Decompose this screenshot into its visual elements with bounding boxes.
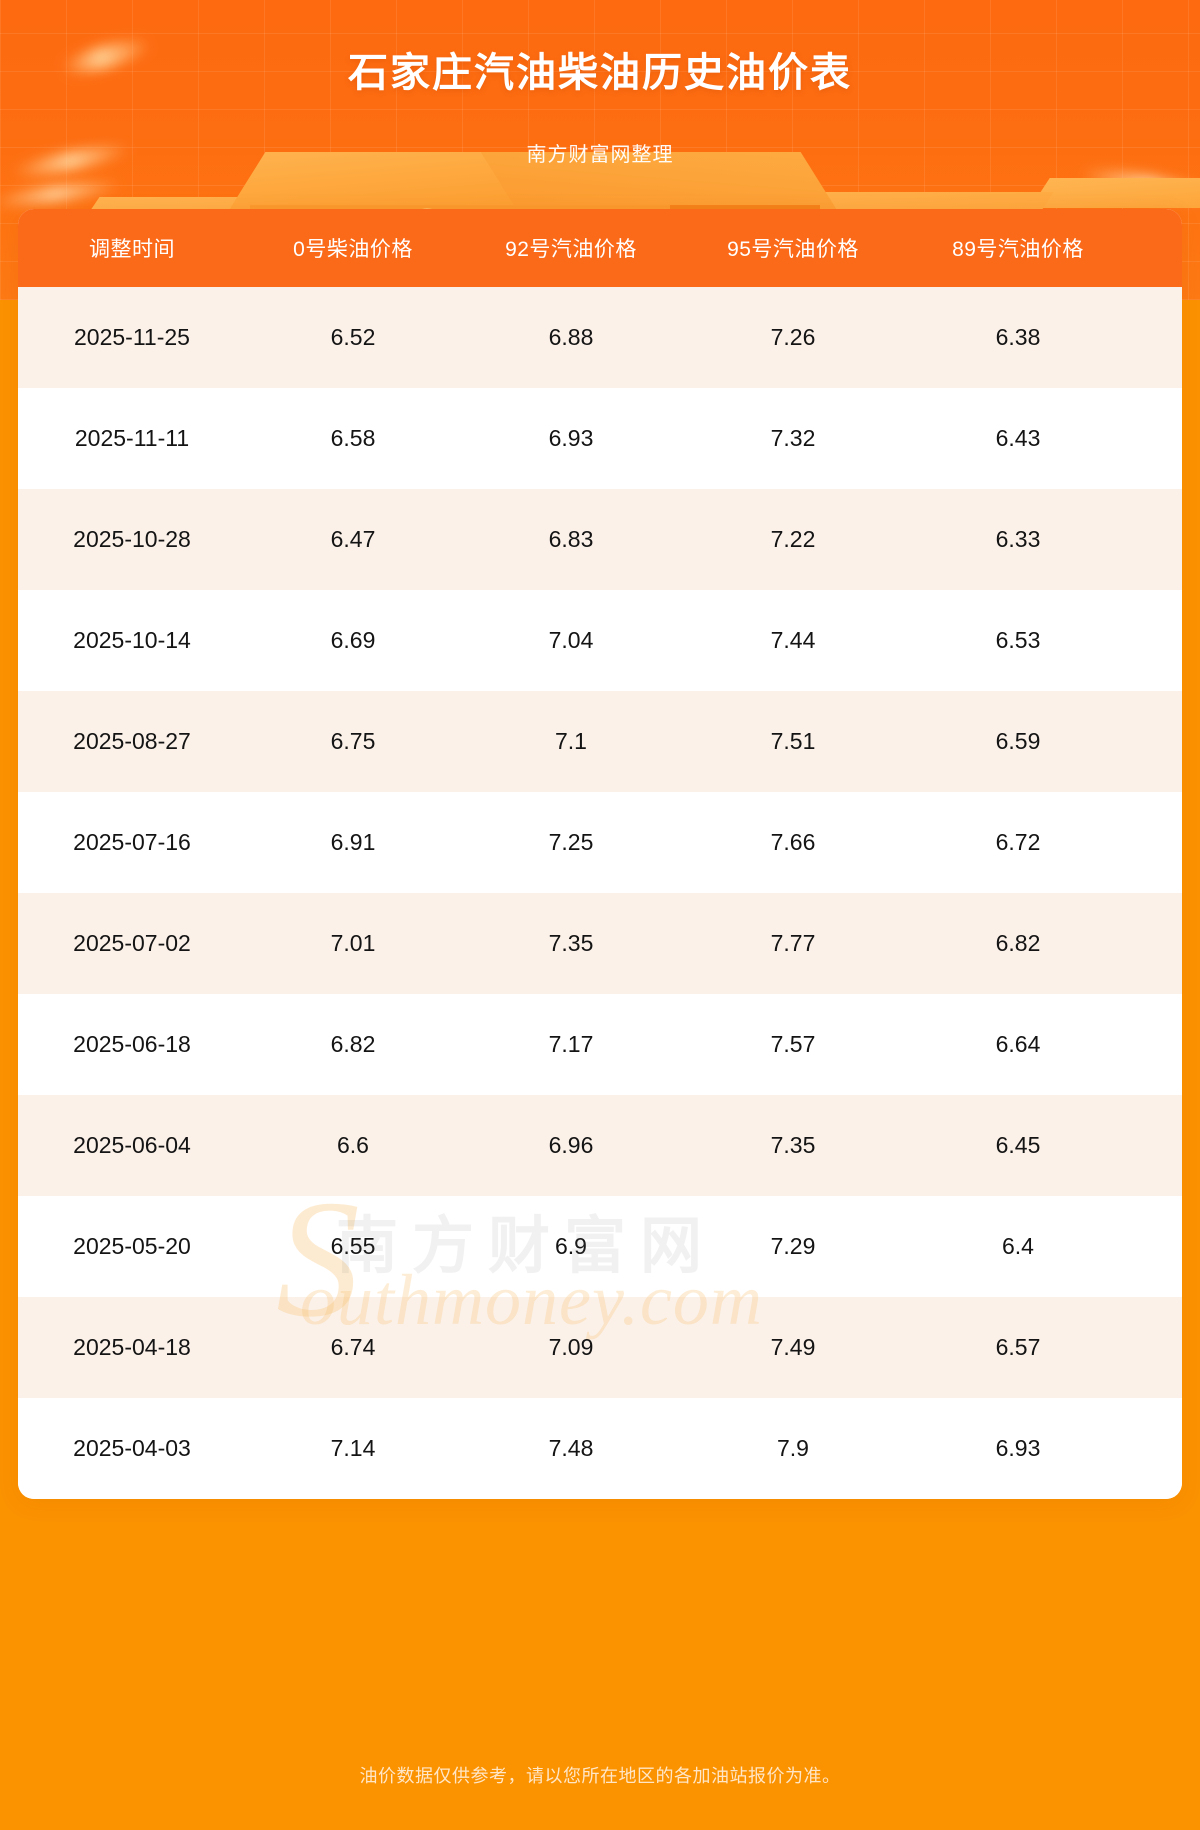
cell-gas89: 6.33: [995, 526, 1041, 552]
cell-gas92: 7.48: [548, 1435, 594, 1461]
cell-gas95: 7.26: [770, 324, 816, 350]
cell-diesel0: 6.47: [330, 526, 376, 552]
cell-date: 2025-05-20: [73, 1233, 191, 1259]
cell-diesel0: 6.74: [330, 1334, 376, 1360]
cell-diesel0: 6.69: [330, 627, 376, 653]
table-row: 2025-06-18 6.82 7.17 7.57 6.64: [18, 994, 1182, 1095]
price-table-card: 调整时间 0号柴油价格 92号汽油价格 95号汽油价格 89号汽油价格 S 南方…: [18, 209, 1182, 1499]
cell-diesel0: 6.58: [330, 425, 376, 451]
cell-gas89: 6.82: [995, 930, 1041, 956]
cell-gas89: 6.64: [995, 1031, 1041, 1057]
column-header-date: 调整时间: [89, 238, 175, 261]
cell-gas92: 7.17: [548, 1031, 594, 1057]
cell-date: 2025-07-16: [73, 829, 191, 855]
table-row: 2025-06-04 6.6 6.96 7.35 6.45: [18, 1095, 1182, 1196]
table-row: 2025-11-11 6.58 6.93 7.32 6.43: [18, 388, 1182, 489]
light-streak-icon: [1079, 163, 1200, 209]
cell-diesel0: 6.52: [330, 324, 376, 350]
cell-diesel0: 6.82: [330, 1031, 376, 1057]
cell-date: 2025-04-03: [73, 1435, 191, 1461]
table-row: 2025-10-28 6.47 6.83 7.22 6.33: [18, 489, 1182, 590]
light-streak-icon: [0, 177, 121, 211]
page-subtitle: 南方财富网整理: [526, 144, 674, 166]
column-header-gas92: 92号汽油价格: [505, 238, 637, 261]
cell-diesel0: 6.6: [337, 1132, 369, 1158]
cell-gas95: 7.51: [770, 728, 816, 754]
cell-gas95: 7.22: [770, 526, 816, 552]
table-row: 2025-04-03 7.14 7.48 7.9 6.93: [18, 1398, 1182, 1499]
cell-gas92: 7.1: [555, 728, 587, 754]
cell-gas89: 6.38: [995, 324, 1041, 350]
cell-gas89: 6.93: [995, 1435, 1041, 1461]
cell-diesel0: 7.14: [330, 1435, 376, 1461]
cell-gas95: 7.57: [770, 1031, 816, 1057]
cell-gas95: 7.66: [770, 829, 816, 855]
cell-gas89: 6.53: [995, 627, 1041, 653]
cell-date: 2025-11-11: [74, 425, 190, 451]
cell-gas95: 7.44: [770, 627, 816, 653]
cell-gas89: 6.72: [995, 829, 1041, 855]
cell-date: 2025-11-25: [74, 324, 190, 350]
cell-gas92: 7.25: [548, 829, 594, 855]
table-body: S 南方财富网 outhmoney.com 2025-11-25 6.52 6.…: [18, 287, 1182, 1499]
cell-gas89: 6.57: [995, 1334, 1041, 1360]
cell-gas92: 6.9: [555, 1233, 587, 1259]
column-header-diesel0: 0号柴油价格: [293, 238, 413, 261]
cell-diesel0: 6.91: [330, 829, 376, 855]
cell-date: 2025-06-04: [73, 1132, 191, 1158]
cell-date: 2025-04-18: [73, 1334, 191, 1360]
cell-date: 2025-08-27: [73, 728, 191, 754]
cell-gas89: 6.43: [995, 425, 1041, 451]
cell-gas95: 7.35: [770, 1132, 816, 1158]
cell-gas95: 7.29: [770, 1233, 816, 1259]
cell-gas92: 6.88: [548, 324, 594, 350]
cell-gas92: 6.93: [548, 425, 594, 451]
footer-disclaimer: 油价数据仅供参考，请以您所在地区的各加油站报价为准。: [359, 1766, 841, 1786]
table-row: 2025-07-16 6.91 7.25 7.66 6.72: [18, 792, 1182, 893]
table-row: 2025-04-18 6.74 7.09 7.49 6.57: [18, 1297, 1182, 1398]
cell-diesel0: 6.55: [330, 1233, 376, 1259]
cell-diesel0: 6.75: [330, 728, 376, 754]
cell-gas89: 6.45: [995, 1132, 1041, 1158]
podium-block-far-right: [1030, 178, 1200, 208]
cell-gas92: 6.96: [548, 1132, 594, 1158]
cell-gas95: 7.9: [777, 1435, 809, 1461]
table-row: 2025-05-20 6.55 6.9 7.29 6.4: [18, 1196, 1182, 1297]
cell-date: 2025-10-28: [73, 526, 191, 552]
page-title: 石家庄汽油柴油历史油价表: [348, 51, 852, 95]
cell-gas92: 7.04: [548, 627, 594, 653]
table-header-row: 调整时间 0号柴油价格 92号汽油价格 95号汽油价格 89号汽油价格: [18, 209, 1182, 287]
cell-date: 2025-10-14: [73, 627, 191, 653]
cell-gas92: 7.09: [548, 1334, 594, 1360]
cell-diesel0: 7.01: [330, 930, 376, 956]
cell-date: 2025-06-18: [73, 1031, 191, 1057]
table-row: 2025-07-02 7.01 7.35 7.77 6.82: [18, 893, 1182, 994]
cell-gas95: 7.49: [770, 1334, 816, 1360]
cell-gas92: 7.35: [548, 930, 594, 956]
cell-gas92: 6.83: [548, 526, 594, 552]
table-row: 2025-11-25 6.52 6.88 7.26 6.38: [18, 287, 1182, 388]
cell-gas89: 6.59: [995, 728, 1041, 754]
cell-date: 2025-07-02: [73, 930, 191, 956]
table-row: 2025-08-27 6.75 7.1 7.51 6.59: [18, 691, 1182, 792]
table-row: 2025-10-14 6.69 7.04 7.44 6.53: [18, 590, 1182, 691]
column-header-gas89: 89号汽油价格: [952, 238, 1084, 261]
cell-gas95: 7.32: [770, 425, 816, 451]
cell-gas95: 7.77: [770, 930, 816, 956]
cell-gas89: 6.4: [1002, 1233, 1034, 1259]
column-header-gas95: 95号汽油价格: [727, 238, 859, 261]
